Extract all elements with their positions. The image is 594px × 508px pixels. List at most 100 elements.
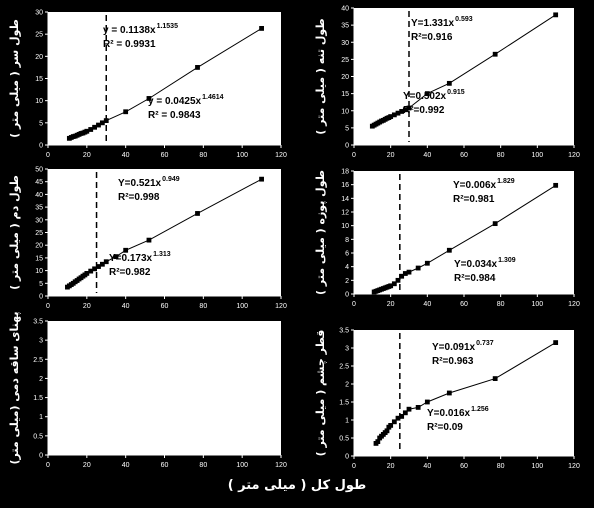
chart-panel-middle-left: 0 20 40 60 80 100 120 0 5 10 15 20 25 30 35 40 45 50 طول د…	[8, 167, 287, 311]
fit-equation: Y=0.502x	[403, 91, 447, 102]
y-tick-label: 25	[35, 230, 43, 237]
x-tick-label: 100	[531, 301, 543, 308]
y-tick-label: 4	[345, 264, 349, 271]
data-point	[195, 65, 200, 70]
data-point	[99, 120, 105, 126]
y-tick-label: 40	[35, 192, 43, 199]
y-tick-label: 10	[35, 98, 43, 105]
x-tick-label: 60	[460, 463, 468, 470]
y-tick-label: 2.5	[339, 364, 349, 371]
data-point	[391, 419, 397, 425]
x-tick-label: 0	[46, 303, 50, 310]
y-tick-label: 20	[35, 54, 43, 61]
data-point	[553, 340, 559, 345]
x-tick-label: 100	[236, 462, 248, 469]
y-tick-label: 25	[35, 32, 43, 39]
data-point	[424, 260, 430, 266]
fit-equation: y = 0.1138x	[103, 25, 156, 36]
fit-r-squared: R²=0.963	[432, 356, 474, 367]
chart-panel-middle-right: 0 20 40 60 80 100 120 0 2 4 6 8 10 12 14 16 18 طول پوزه (…	[314, 169, 580, 309]
data-point	[88, 268, 94, 274]
data-point	[388, 423, 394, 428]
data-point	[402, 107, 408, 113]
y-tick-label: 2.5	[33, 357, 43, 364]
data-point	[395, 277, 401, 283]
x-tick-label: 60	[161, 303, 169, 310]
data-point	[446, 390, 452, 396]
x-tick-label: 100	[531, 152, 543, 159]
x-tick-label: 80	[199, 462, 207, 469]
data-point	[415, 265, 421, 271]
y-tick-label: 0	[345, 143, 349, 150]
y-tick-label: 16	[341, 182, 349, 189]
x-tick-label: 100	[531, 463, 543, 470]
fit-equation: Y=0.034x	[454, 259, 498, 270]
data-point	[123, 247, 129, 253]
y-tick-label: 0	[39, 294, 43, 301]
fit-exponent: 1.309	[498, 257, 516, 264]
data-point	[123, 109, 129, 115]
x-tick-label: 60	[460, 301, 468, 308]
x-tick-label: 60	[161, 152, 169, 159]
fit-equation: y = 0.0425x	[148, 96, 202, 107]
x-tick-label: 40	[122, 303, 130, 310]
data-point	[446, 247, 452, 253]
data-point	[375, 439, 381, 444]
data-point	[388, 283, 394, 289]
data-point	[96, 264, 101, 269]
fit-exponent: 0.737	[476, 340, 494, 347]
plot-area	[354, 330, 574, 456]
x-tick-label: 20	[387, 463, 395, 470]
data-point	[391, 112, 397, 118]
data-point	[402, 410, 408, 416]
y-tick-label: 2	[345, 278, 349, 285]
x-tick-label: 100	[236, 303, 248, 310]
x-tick-label: 120	[568, 463, 580, 470]
data-point	[446, 80, 452, 86]
y-tick-label: 0.5	[33, 433, 43, 440]
x-tick-label: 80	[199, 152, 207, 159]
y-tick-label: 1	[39, 414, 43, 421]
data-point	[99, 261, 105, 267]
data-point	[146, 237, 152, 243]
data-point	[399, 273, 405, 279]
x-tick-label: 100	[236, 152, 248, 159]
y-tick-label: 10	[341, 223, 349, 230]
x-tick-label: 120	[568, 301, 580, 308]
data-point	[84, 270, 90, 276]
y-tick-label: 40	[341, 6, 349, 13]
y-tick-label: 30	[35, 10, 43, 17]
data-point	[395, 415, 401, 421]
x-tick-label: 20	[83, 152, 91, 159]
data-point	[492, 51, 498, 57]
data-point	[113, 254, 119, 260]
chart-panel-bottom-right: 0 20 40 60 80 100 120 0 0.5 1 1.5 2 2.5 3 3.5 قطر چشم (…	[314, 328, 580, 471]
x-tick-label: 60	[460, 152, 468, 159]
y-tick-label: 18	[341, 169, 349, 176]
fit-r-squared: R²=0.982	[109, 267, 151, 278]
fit-exponent: 1.256	[471, 406, 489, 413]
y-tick-label: 3	[345, 346, 349, 353]
data-point	[96, 122, 101, 128]
y-tick-label: 5	[39, 120, 43, 127]
fit-exponent: 1.4614	[202, 94, 224, 101]
y-tick-label: 15	[35, 255, 43, 262]
fit-equation: Y=0.521x	[118, 178, 162, 189]
x-tick-label: 40	[423, 463, 431, 470]
data-point	[492, 221, 498, 227]
fit-equation: Y=1.331x	[411, 18, 455, 29]
data-point	[399, 414, 405, 419]
fit-exponent: 0.949	[162, 176, 180, 183]
y-tick-label: 30	[341, 40, 349, 47]
data-point	[259, 176, 264, 182]
x-tick-label: 20	[387, 152, 395, 159]
y-axis-label: طول پوزه ( میلی متر )	[314, 170, 327, 295]
chart-panel-top-right: 0 20 40 60 80 100 120 0 5 10 15 20 25 30 35 40 طول تنه (…	[314, 6, 580, 160]
x-tick-label: 40	[122, 152, 130, 159]
plot-area	[354, 171, 574, 294]
data-point	[406, 105, 412, 111]
data-point	[406, 269, 412, 275]
data-point	[146, 96, 152, 101]
y-tick-label: 0.5	[339, 436, 349, 443]
